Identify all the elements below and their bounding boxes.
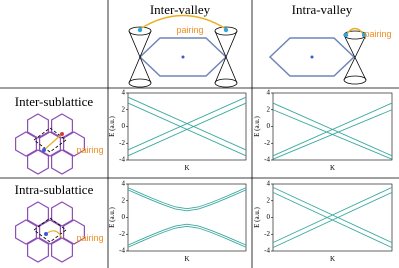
lattice-hexagon bbox=[15, 131, 37, 157]
band-line bbox=[127, 223, 247, 246]
y-tick-label: 4 bbox=[267, 89, 271, 97]
pairing-bond bbox=[43, 133, 63, 151]
unit-cell bbox=[33, 217, 67, 243]
y-tick-label: 0 bbox=[267, 213, 271, 221]
intra-valley-diagram: pairing bbox=[268, 27, 392, 85]
lattice-hexagon bbox=[27, 113, 49, 139]
site-a bbox=[42, 148, 46, 152]
unit-cell bbox=[33, 127, 67, 153]
site-b bbox=[60, 132, 64, 136]
y-axis-label: E (a.u.) bbox=[108, 206, 116, 227]
dirac-cone bbox=[214, 26, 238, 88]
band-line bbox=[272, 186, 393, 244]
pairing-label: pairing bbox=[176, 25, 203, 35]
y-tick-label: 2 bbox=[122, 196, 126, 204]
lattice-hexagon bbox=[51, 113, 73, 139]
band-line bbox=[272, 109, 393, 160]
plot-frame bbox=[127, 92, 247, 161]
x-axis-label: K bbox=[330, 255, 335, 263]
x-axis-label: K bbox=[330, 164, 335, 172]
lattice-hexagon bbox=[15, 219, 37, 245]
y-tick-label: 4 bbox=[122, 89, 126, 97]
row-header: Inter-sublattice bbox=[15, 94, 94, 109]
y-tick-label: -2 bbox=[119, 139, 125, 147]
band-line bbox=[272, 102, 393, 157]
pairing-label: pairing bbox=[364, 29, 391, 39]
y-tick-label: -2 bbox=[119, 230, 125, 238]
pairing-bond bbox=[45, 230, 63, 239]
inter-valley-diagram: pairing bbox=[128, 14, 238, 88]
pairing-label: pairing bbox=[76, 233, 103, 243]
electron-dot bbox=[137, 27, 143, 33]
pairing-arc bbox=[139, 14, 227, 30]
row-header: Intra-sublattice bbox=[15, 182, 94, 197]
electron-dot bbox=[343, 32, 349, 38]
dirac-cone bbox=[128, 26, 152, 88]
lattice-hexagon bbox=[63, 219, 85, 245]
y-tick-label: -4 bbox=[119, 247, 125, 255]
inter-sublattice-diagram: pairing bbox=[15, 113, 104, 175]
band-line bbox=[127, 225, 247, 248]
pairing-arc bbox=[345, 27, 365, 36]
y-tick-label: 0 bbox=[122, 213, 126, 221]
lattice-hexagon bbox=[39, 131, 61, 157]
site-a bbox=[44, 232, 48, 236]
lattice-hexagon bbox=[51, 201, 73, 227]
y-axis-label: E (a.u.) bbox=[253, 115, 261, 136]
gamma-point bbox=[310, 55, 314, 59]
y-tick-label: -4 bbox=[264, 156, 270, 164]
y-tick-label: 4 bbox=[267, 180, 271, 188]
brillouin-zone bbox=[268, 37, 356, 77]
electron-dot bbox=[361, 32, 367, 38]
y-tick-label: 0 bbox=[122, 122, 126, 130]
plot-frame bbox=[127, 183, 247, 252]
band-line bbox=[127, 96, 247, 151]
x-axis-label: K bbox=[184, 255, 189, 263]
band-line bbox=[127, 187, 247, 210]
y-tick-label: 2 bbox=[122, 105, 126, 113]
column-header: Inter-valley bbox=[150, 2, 211, 17]
y-tick-label: 0 bbox=[267, 122, 271, 130]
column-header: Intra-valley bbox=[292, 2, 353, 17]
y-tick-label: 2 bbox=[267, 105, 271, 113]
band-line bbox=[127, 189, 247, 212]
plot-frame bbox=[272, 92, 393, 161]
band-line bbox=[127, 102, 247, 157]
lattice-hexagon bbox=[51, 149, 73, 175]
y-tick-label: -4 bbox=[264, 247, 270, 255]
pairing-label: pairing bbox=[76, 145, 103, 155]
lattice-hexagon bbox=[27, 149, 49, 175]
y-tick-label: -4 bbox=[119, 156, 125, 164]
intra-sublattice-diagram: pairing bbox=[15, 201, 104, 263]
band-line bbox=[272, 191, 393, 249]
gamma-point bbox=[181, 55, 185, 59]
y-tick-label: -2 bbox=[264, 139, 270, 147]
dirac-cone bbox=[343, 30, 367, 85]
y-tick-label: 4 bbox=[122, 180, 126, 188]
lattice-hexagon bbox=[27, 201, 49, 227]
lattice-hexagon bbox=[51, 237, 73, 263]
lattice-hexagon bbox=[27, 237, 49, 263]
y-tick-label: -2 bbox=[264, 230, 270, 238]
y-axis-label: E (a.u.) bbox=[108, 115, 116, 136]
y-tick-label: 2 bbox=[267, 196, 271, 204]
plot-frame bbox=[272, 183, 393, 252]
x-axis-label: K bbox=[184, 164, 189, 172]
electron-dot bbox=[223, 27, 229, 33]
y-axis-label: E (a.u.) bbox=[253, 206, 261, 227]
